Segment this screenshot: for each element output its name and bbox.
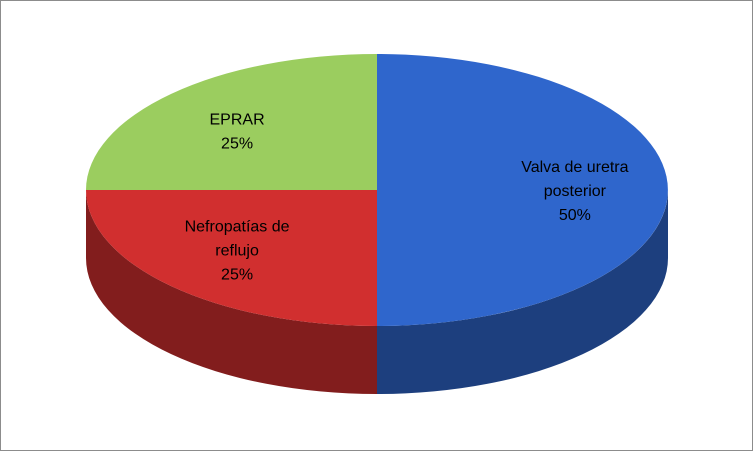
pie-labels-layer: Valva de uretra posterior 50% Nefropatías d… xyxy=(185,111,629,283)
slice-2 xyxy=(86,54,377,190)
slice-label-0: posterior xyxy=(544,183,607,200)
slice-pct-1: 25% xyxy=(221,267,253,284)
slice-label-1: Nefropatías de xyxy=(185,219,290,236)
pie-depth-layer xyxy=(86,190,668,394)
slice-0 xyxy=(377,54,668,326)
slice-label-1: reflujo xyxy=(215,243,259,260)
slice-pct-0: 50% xyxy=(559,207,591,224)
slice-side-0 xyxy=(377,190,668,394)
pie-top-layer xyxy=(86,54,668,326)
slice-1 xyxy=(86,190,377,326)
slice-label-2: EPRAR xyxy=(210,111,265,128)
slice-pct-2: 25% xyxy=(221,135,253,152)
slice-side-1 xyxy=(86,190,377,394)
slice-label-0: Valva de uretra xyxy=(521,159,628,176)
